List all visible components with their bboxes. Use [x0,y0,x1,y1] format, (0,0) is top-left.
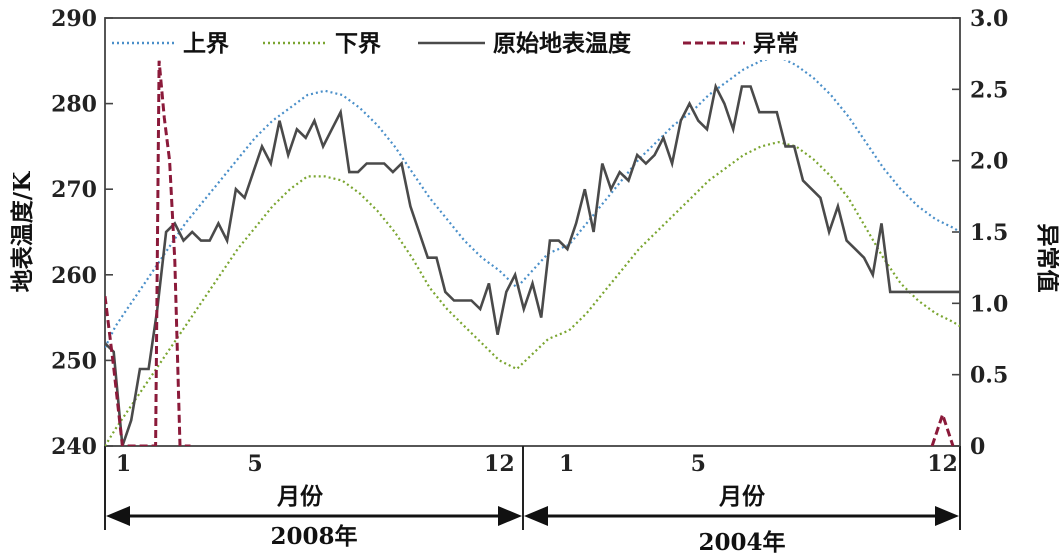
plot-frame [104,17,961,447]
y2-axis-label: 异常值 [1034,224,1059,293]
y-tick-label: 260 [51,263,97,289]
y2-tick-label: 1.0 [970,291,1008,317]
y-axis-label: 地表温度/K [9,171,36,292]
year-arrow-2008 [106,506,522,526]
x-tick-label: 5 [247,451,262,477]
upper-bound-line [105,55,960,349]
x-tick-label: 1 [116,451,131,477]
y2-tick-label: 1.5 [970,220,1008,246]
anomaly-line [105,60,191,446]
legend-label-upper: 上界 [183,30,229,57]
panel-2-xlabel: 月份 [718,483,766,510]
panel-1-year-label: 2008年 [270,523,357,550]
axes: 240 250 260 270 280 290 0 0.5 1.0 1.5 2.0 2.5 3.0 1 5 1… [51,6,1008,477]
legend-label-anomaly: 异常 [753,30,799,57]
legend: 上界 下界 原始地表温度 异常 [110,24,800,60]
year-arrow-2004 [524,506,959,526]
y2-tick-label: 3.0 [970,6,1008,32]
lower-bound-line [105,140,960,446]
y-tick-label: 250 [51,348,97,374]
y2-tick-label: 0.5 [970,363,1008,389]
original-temperature-line [105,82,960,446]
y2-tick-label: 2.5 [970,77,1008,103]
anomaly-line-2 [930,409,955,446]
y-tick-label: 240 [51,434,97,460]
panel-2-year-label: 2004年 [698,529,785,556]
legend-label-original: 原始地表温度 [493,30,632,57]
x-tick-label: 1 [559,451,574,477]
x-tick-label: 12 [927,451,958,477]
series-group [105,55,960,446]
panel-1-xlabel: 月份 [276,483,324,510]
y2-tick-label: 0 [970,434,985,460]
x-tick-label: 5 [691,451,706,477]
y-tick-label: 290 [51,6,97,32]
y-tick-label: 270 [51,177,97,203]
y2-tick-label: 2.0 [970,149,1008,175]
legend-label-lower: 下界 [335,30,381,57]
x-tick-label: 12 [484,451,515,477]
y-tick-label: 280 [51,92,97,118]
